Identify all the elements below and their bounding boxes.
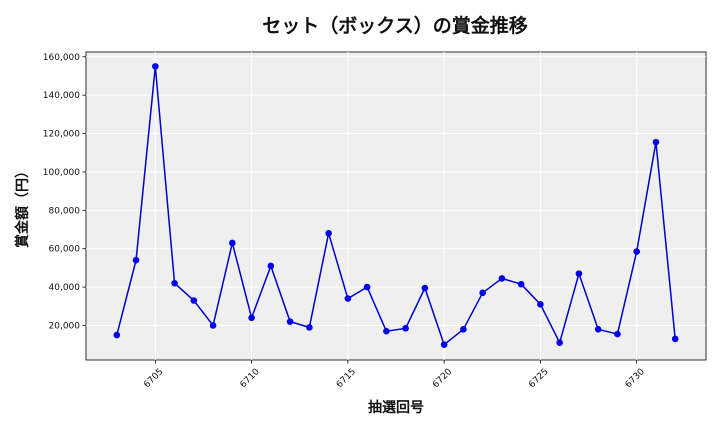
data-point — [344, 295, 352, 302]
data-point — [363, 283, 371, 291]
data-point — [594, 325, 602, 333]
data-point — [132, 256, 140, 264]
data-point — [633, 248, 640, 255]
y-tick-label: 60,000 — [49, 245, 81, 255]
x-tick-label: 6710 — [239, 367, 262, 390]
y-tick-label: 160,000 — [43, 53, 80, 63]
data-point — [402, 325, 409, 332]
series-line — [116, 66, 676, 346]
y-axis-ticks: 20,000 40,000 60,000 80,000 100,000 120,000 14… — [43, 53, 86, 331]
data-point — [671, 335, 679, 343]
y-tick-label: 20,000 — [49, 321, 81, 331]
data-point — [517, 280, 525, 288]
y-tick-label: 140,000 — [43, 91, 80, 101]
data-point — [575, 270, 583, 277]
data-point — [286, 318, 294, 325]
data-point — [306, 324, 313, 331]
data-point — [325, 230, 332, 237]
y-tick-label: 120,000 — [43, 130, 80, 140]
x-tick-label: 6720 — [431, 367, 454, 390]
data-point — [498, 275, 506, 282]
y-tick-label: 40,000 — [49, 283, 81, 293]
x-tick-label: 6730 — [624, 367, 647, 390]
data-point — [152, 63, 159, 70]
data-point — [229, 239, 236, 247]
plot-area — [85, 51, 707, 361]
data-point — [248, 314, 255, 322]
x-tick-label: 6715 — [335, 367, 358, 390]
y-axis-label: 賞金額（円） — [14, 164, 31, 248]
x-tick-label: 6725 — [527, 367, 550, 390]
x-axis-label: 抽選回号 — [368, 399, 424, 416]
data-point — [556, 339, 563, 347]
data-point — [614, 330, 621, 338]
grid-lines — [86, 52, 706, 360]
x-tick-label: 6705 — [142, 367, 165, 390]
data-point — [479, 289, 486, 297]
data-point — [652, 138, 660, 146]
data-point — [537, 301, 544, 308]
data-point — [190, 297, 198, 304]
data-point — [440, 341, 448, 348]
data-point — [209, 322, 217, 329]
y-tick-label: 100,000 — [43, 168, 80, 178]
x-axis-ticks: 6705 6710 6715 6720 6725 6730 — [142, 360, 647, 390]
data-point — [421, 284, 429, 292]
data-point — [383, 327, 390, 335]
chart-title: セット（ボックス）の賞金推移 — [262, 14, 527, 37]
series-markers — [113, 63, 679, 348]
data-point — [267, 262, 275, 270]
y-tick-label: 80,000 — [49, 206, 81, 216]
data-point — [460, 325, 467, 333]
data-point — [113, 331, 121, 339]
data-point — [171, 279, 178, 287]
